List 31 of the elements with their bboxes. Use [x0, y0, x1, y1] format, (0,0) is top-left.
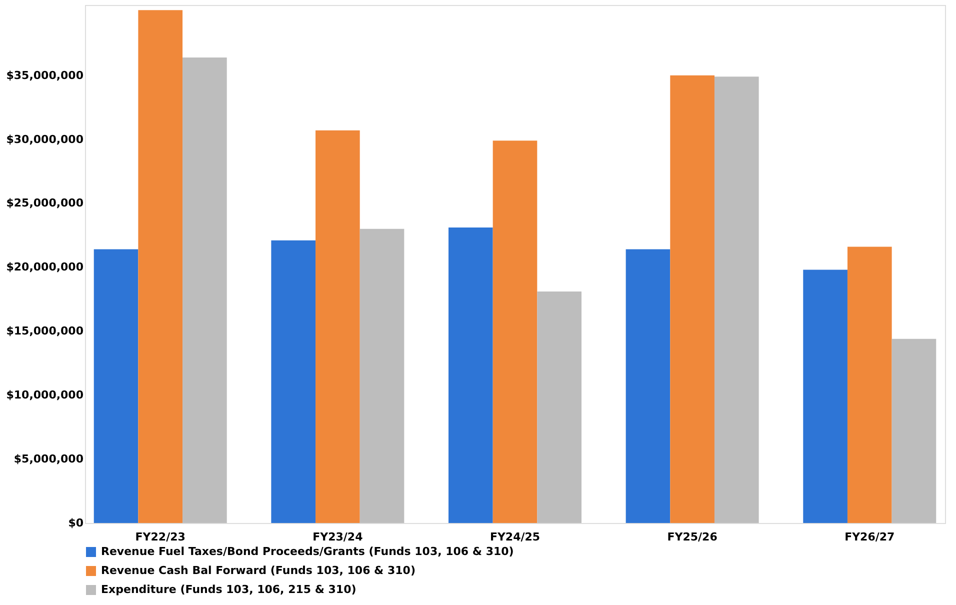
y-tick-label: $25,000,000: [6, 196, 84, 210]
bar: [316, 130, 360, 523]
y-tick-label: $5,000,000: [14, 452, 84, 466]
bar: [138, 10, 183, 523]
bar: [492, 140, 538, 523]
y-tick-label: $0: [68, 516, 84, 530]
x-tick-label: FY26/27: [844, 530, 895, 544]
bar: [670, 75, 714, 523]
y-tick-label: $30,000,000: [6, 132, 84, 146]
legend-label: Expenditure (Funds 103, 106, 215 & 310): [101, 583, 356, 596]
bar: [847, 246, 892, 523]
bar: [271, 240, 316, 523]
legend-label: Revenue Fuel Taxes/Bond Proceeds/Grants (Funds 103, 106 & 310): [101, 545, 514, 558]
bar: [714, 76, 759, 523]
bar: [448, 228, 493, 523]
bar: [626, 249, 670, 523]
bar: [892, 338, 936, 523]
y-tick-label: $10,000,000: [6, 388, 84, 402]
bar: [94, 249, 138, 523]
legend-label: Revenue Cash Bal Forward (Funds 103, 106 & 310): [101, 564, 416, 577]
x-tick-label: FY22/23: [135, 530, 186, 544]
bar: [182, 57, 227, 523]
y-tick-label: $20,000,000: [6, 260, 84, 274]
bar: [803, 270, 848, 523]
y-tick-label: $35,000,000: [6, 68, 84, 82]
bar: [537, 292, 582, 523]
x-tick-label: FY24/25: [490, 530, 540, 544]
bar: [360, 228, 404, 523]
x-tick-label: FY23/24: [312, 530, 364, 544]
y-tick-label: $15,000,000: [6, 324, 84, 338]
x-tick-label: FY25/26: [667, 530, 718, 544]
